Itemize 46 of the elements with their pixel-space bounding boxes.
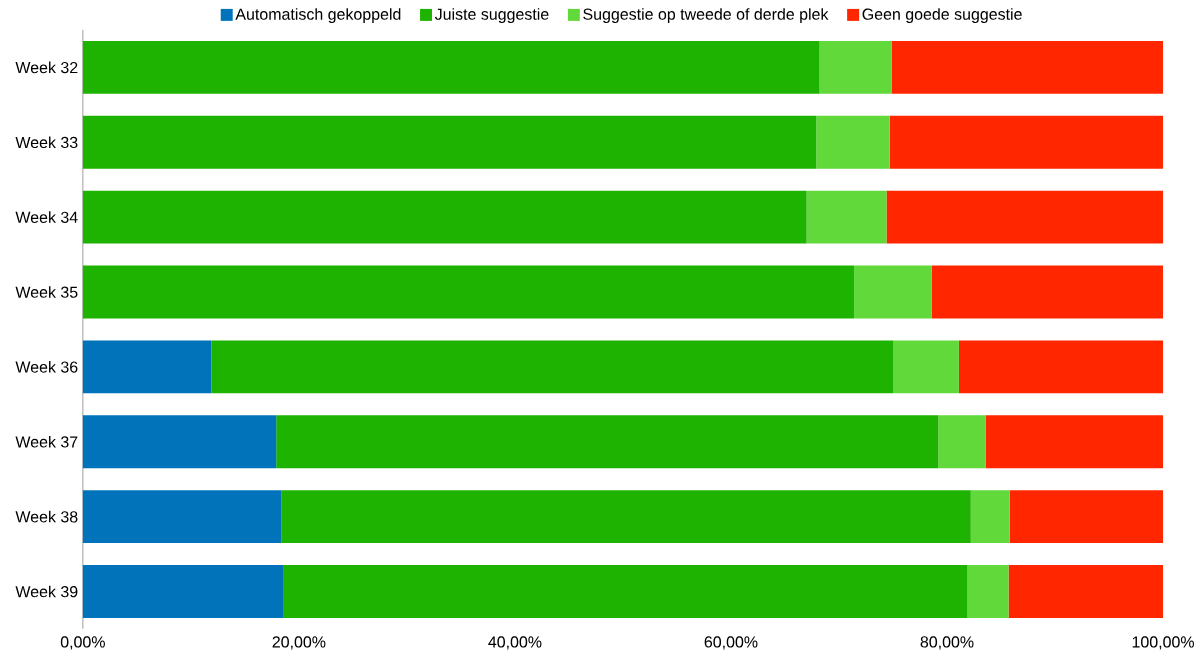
x-tick-label: 0,00% — [60, 636, 105, 650]
y-tick-label: Week 34 — [15, 211, 78, 224]
bar — [82, 190, 807, 244]
y-tick-label: Week 36 — [15, 361, 78, 373]
bar — [819, 40, 892, 94]
x-tick-label: 20,00% — [272, 636, 326, 650]
bar — [82, 115, 817, 169]
bar — [276, 415, 939, 469]
bar — [970, 490, 1010, 544]
bar — [967, 565, 1009, 618]
bar — [889, 115, 1164, 169]
legend-label: Juiste suggestie — [434, 8, 549, 24]
y-tick-label: Week 37 — [15, 435, 78, 448]
legend-label: Suggestie op tweede of derde plek — [583, 8, 829, 24]
y-tick-label: Week 38 — [15, 510, 78, 523]
y-tick-label: Week 33 — [15, 136, 78, 149]
bar — [931, 265, 1164, 319]
bar — [985, 415, 1164, 469]
bar — [82, 565, 284, 618]
bar — [82, 265, 855, 319]
bar — [82, 415, 277, 469]
bar — [806, 190, 887, 244]
bar — [938, 415, 986, 469]
bar — [211, 340, 893, 394]
bar — [82, 490, 282, 544]
bar — [281, 490, 971, 544]
y-tick-label: Week 39 — [15, 585, 78, 598]
bar — [886, 190, 1164, 244]
y-tick-label: Week 35 — [15, 286, 78, 298]
bar — [854, 265, 932, 319]
bar — [1009, 490, 1164, 544]
bar — [958, 340, 1164, 394]
bar — [893, 340, 959, 394]
x-tick-label: 60,00% — [704, 636, 758, 650]
legend-label: Geen goede suggestie — [862, 8, 1022, 24]
bar — [82, 340, 212, 394]
bar — [283, 565, 968, 618]
x-tick-label: 40,00% — [488, 636, 542, 650]
bar — [816, 115, 890, 169]
x-tick-label: 80,00% — [920, 636, 974, 650]
legend-label: Automatisch gekoppeld — [235, 8, 401, 24]
bar — [1008, 565, 1164, 618]
bar — [891, 40, 1164, 94]
bar — [82, 40, 820, 94]
x-tick-label: 100,00% — [1132, 636, 1194, 650]
y-tick-label: Week 32 — [15, 61, 78, 74]
